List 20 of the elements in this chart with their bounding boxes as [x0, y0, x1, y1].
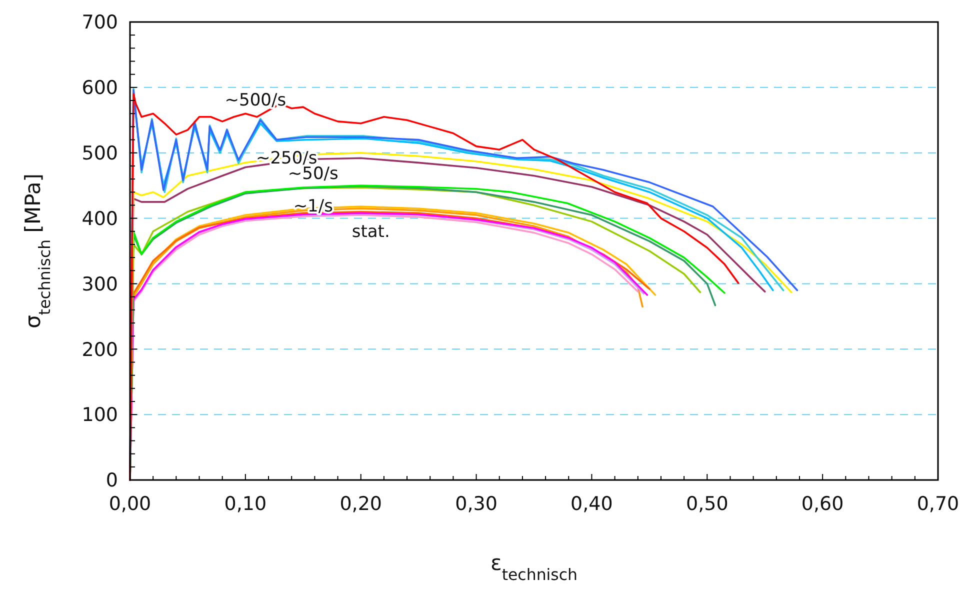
annotation: ~500/s — [224, 90, 286, 111]
x-tick-label: 0,10 — [224, 493, 267, 515]
x-tick-label: 0,00 — [108, 493, 152, 515]
y-tick-label: 300 — [82, 273, 118, 296]
annotation: stat. — [352, 222, 390, 242]
x-tick-label: 0,70 — [916, 493, 960, 515]
x-tick-label: 0,40 — [570, 493, 613, 515]
y-tick-label: 400 — [82, 208, 118, 230]
x-tick-label: 0,30 — [455, 493, 498, 515]
y-tick-label: 600 — [82, 77, 118, 100]
y-tick-label: 100 — [82, 404, 118, 426]
y-tick-label: 200 — [82, 338, 118, 361]
annotation: ~50/s — [288, 164, 339, 184]
y-tick-label: 0 — [106, 470, 118, 492]
x-axis-title: ε$_{technisch}$ — [490, 551, 578, 584]
y-tick-label: 700 — [82, 12, 118, 34]
x-tick-label: 0,60 — [801, 493, 844, 515]
y-tick-label: 500 — [82, 142, 118, 165]
x-tick-label: 0,20 — [340, 493, 382, 515]
x-tick-label: 0,50 — [686, 493, 728, 515]
